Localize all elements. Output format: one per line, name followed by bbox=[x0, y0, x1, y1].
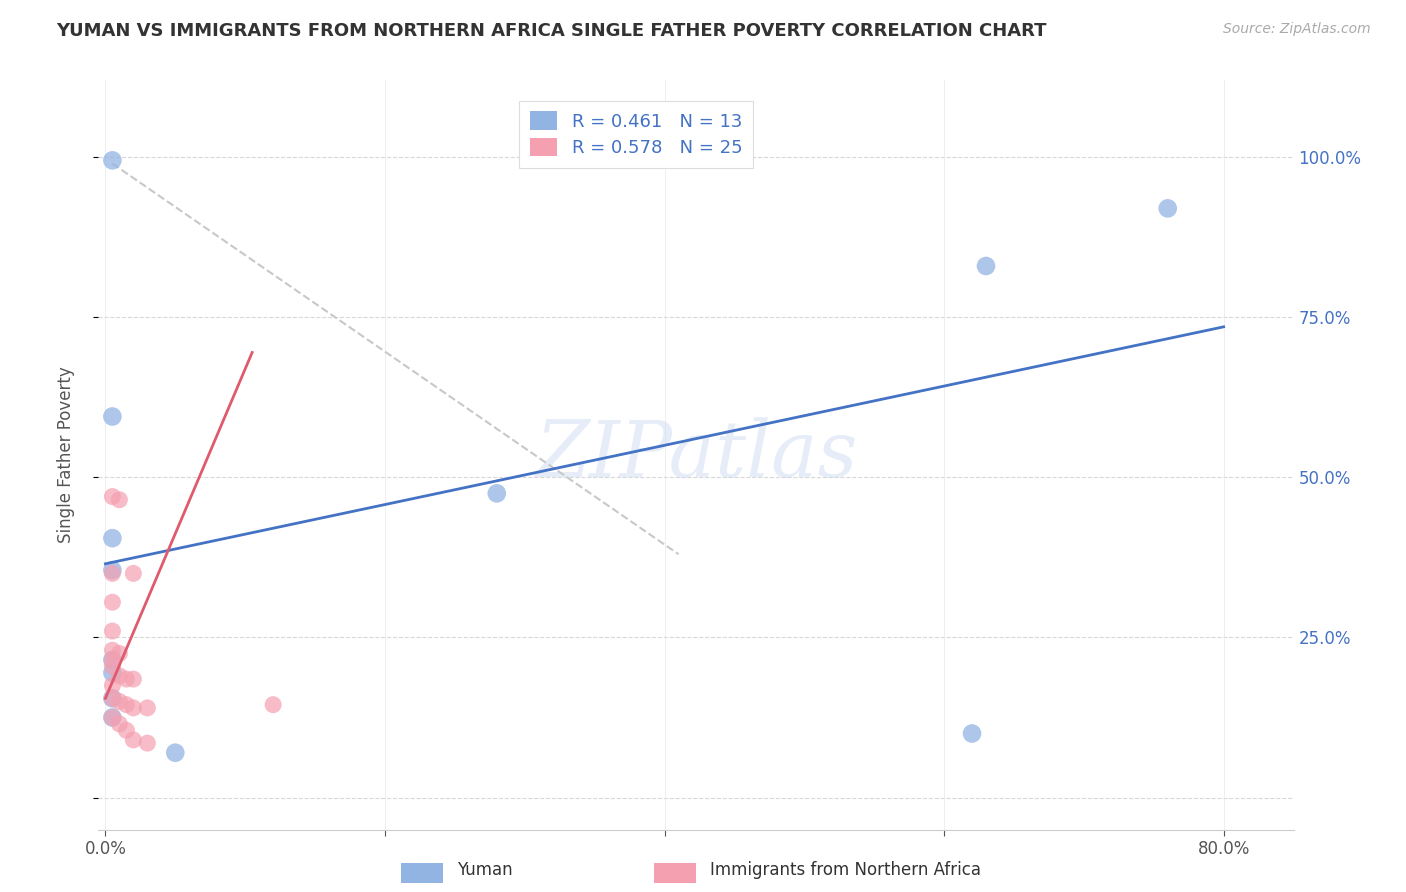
Point bbox=[974, 259, 997, 273]
Text: Immigrants from Northern Africa: Immigrants from Northern Africa bbox=[710, 861, 981, 879]
Point bbox=[122, 701, 145, 715]
Point bbox=[136, 736, 159, 750]
Point bbox=[122, 672, 145, 686]
Point bbox=[165, 746, 187, 760]
Point bbox=[262, 698, 284, 712]
Point bbox=[1157, 202, 1180, 216]
Point bbox=[101, 665, 124, 680]
Point bbox=[101, 653, 124, 667]
Text: ZIPatlas: ZIPatlas bbox=[534, 417, 858, 493]
Text: Yuman: Yuman bbox=[457, 861, 513, 879]
Text: Source: ZipAtlas.com: Source: ZipAtlas.com bbox=[1223, 22, 1371, 37]
Legend: R = 0.461   N = 13, R = 0.578   N = 25: R = 0.461 N = 13, R = 0.578 N = 25 bbox=[519, 101, 754, 168]
Y-axis label: Single Father Poverty: Single Father Poverty bbox=[56, 367, 75, 543]
Point bbox=[108, 492, 131, 507]
Point bbox=[115, 723, 138, 738]
Point bbox=[101, 710, 124, 724]
Point bbox=[108, 717, 131, 731]
Point bbox=[101, 659, 124, 673]
Point bbox=[122, 566, 145, 581]
Point bbox=[108, 647, 131, 661]
Point bbox=[115, 672, 138, 686]
Point bbox=[101, 531, 124, 545]
Point bbox=[101, 490, 124, 504]
Point bbox=[136, 701, 159, 715]
Point bbox=[101, 653, 124, 667]
Point bbox=[122, 732, 145, 747]
Point bbox=[101, 566, 124, 581]
Point bbox=[101, 678, 124, 692]
Point bbox=[115, 698, 138, 712]
Point bbox=[101, 595, 124, 609]
Point bbox=[960, 726, 983, 740]
Point bbox=[101, 624, 124, 638]
Point bbox=[485, 486, 508, 500]
Point bbox=[108, 669, 131, 683]
Point bbox=[101, 710, 124, 724]
Point bbox=[101, 409, 124, 424]
Point bbox=[101, 691, 124, 706]
Point bbox=[101, 563, 124, 577]
Point bbox=[101, 691, 124, 706]
Text: YUMAN VS IMMIGRANTS FROM NORTHERN AFRICA SINGLE FATHER POVERTY CORRELATION CHART: YUMAN VS IMMIGRANTS FROM NORTHERN AFRICA… bbox=[56, 22, 1046, 40]
Point bbox=[101, 643, 124, 657]
Point bbox=[101, 153, 124, 168]
Point bbox=[108, 694, 131, 708]
